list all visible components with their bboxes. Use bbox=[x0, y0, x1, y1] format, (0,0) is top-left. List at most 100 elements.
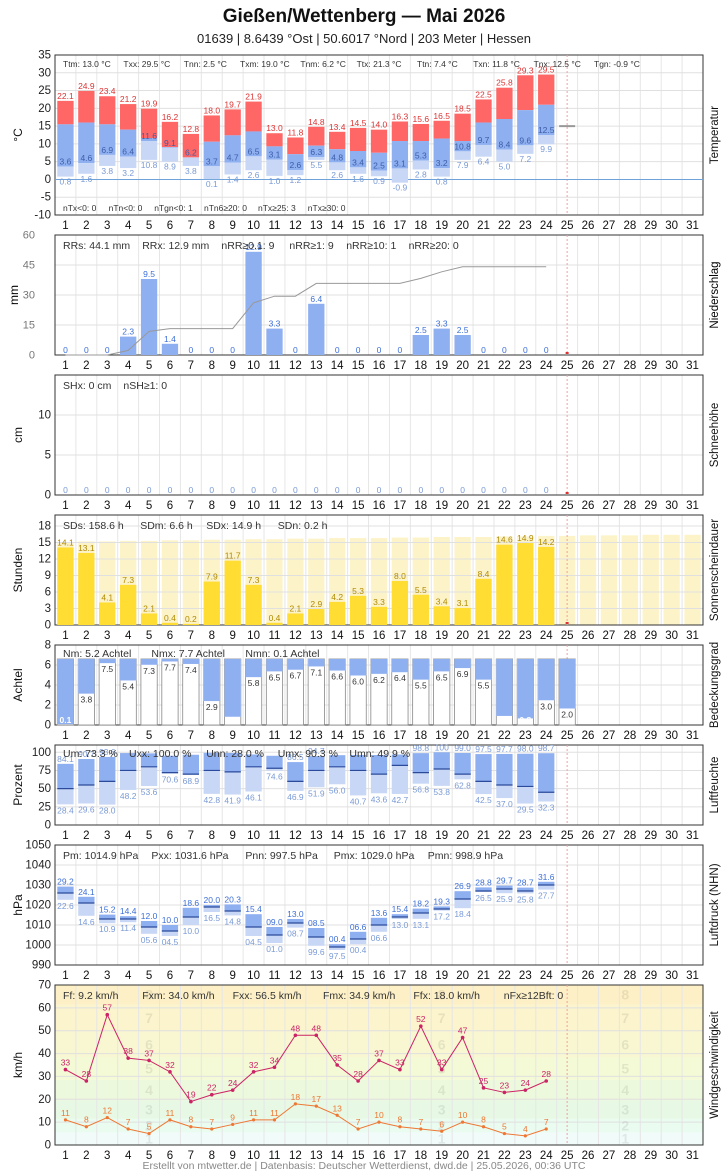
snow-label: 0 bbox=[523, 485, 528, 495]
tavg-label: 9.6 bbox=[519, 135, 531, 145]
stat-label: Tnn: 2.5 °C bbox=[184, 59, 227, 69]
humidity-upper-bar bbox=[308, 756, 325, 771]
gust-point bbox=[419, 1024, 423, 1028]
pressure-min-label: 10.9 bbox=[99, 924, 116, 934]
pressure-max-label: 29.2 bbox=[57, 877, 74, 887]
x-tick-label: 7 bbox=[188, 630, 194, 642]
sunshine-label: 14.2 bbox=[538, 537, 555, 547]
x-tick-label: 19 bbox=[435, 970, 448, 982]
tmin-bar bbox=[287, 170, 304, 176]
possible-sun-bar bbox=[161, 540, 179, 625]
mean-wind-label: 8 bbox=[481, 1115, 486, 1125]
pressure-max-label: 00.4 bbox=[329, 934, 346, 944]
x-tick-label: 8 bbox=[209, 970, 215, 982]
y-tick-label: 6 bbox=[45, 587, 51, 599]
beaufort-number: 3 bbox=[145, 1102, 153, 1118]
tmax-label: 23.4 bbox=[99, 86, 116, 96]
x-tick-label: 30 bbox=[665, 630, 678, 642]
x-tick-label: 2 bbox=[83, 730, 89, 742]
x-tick-label: 30 bbox=[665, 360, 678, 372]
x-tick-label: 29 bbox=[644, 1150, 657, 1162]
humidity-lower-bar bbox=[203, 770, 220, 794]
tmin-label: 2.6 bbox=[331, 170, 343, 180]
pressure-upper-bar bbox=[412, 908, 429, 913]
tmax-label: 24.9 bbox=[78, 81, 95, 91]
tavg-bar bbox=[161, 147, 179, 148]
pressure-max-label: 15.4 bbox=[392, 904, 409, 914]
y-tick-label: 0 bbox=[45, 1140, 51, 1152]
x-tick-label: 29 bbox=[644, 970, 657, 982]
cloud-bar bbox=[538, 659, 555, 701]
cloud-label: 7.4 bbox=[185, 665, 197, 675]
gust-point bbox=[168, 1070, 172, 1074]
pressure-lower-bar bbox=[287, 923, 304, 928]
x-tick-label: 22 bbox=[498, 1150, 511, 1162]
x-tick-label: 7 bbox=[188, 970, 194, 982]
pressure-lower-bar bbox=[454, 899, 471, 909]
tmin-bar bbox=[57, 166, 74, 177]
plot-frame bbox=[54, 984, 704, 1146]
humidity-lower-bar bbox=[287, 781, 304, 791]
x-tick-label: 26 bbox=[582, 630, 595, 642]
pressure-max-label: 18.2 bbox=[413, 899, 430, 909]
x-tick-label: 5 bbox=[146, 220, 152, 232]
y-tick-label: 1020 bbox=[25, 900, 51, 912]
pressure-upper-bar bbox=[99, 914, 116, 919]
mean-wind-point bbox=[502, 1131, 507, 1136]
pressure-lower-bar bbox=[329, 947, 346, 950]
x-tick-label: 20 bbox=[456, 730, 469, 742]
tavg-label: 9.7 bbox=[478, 135, 490, 145]
tmin-bar bbox=[412, 160, 429, 170]
gust-label: 22 bbox=[207, 1083, 217, 1093]
x-tick-label: 14 bbox=[331, 360, 344, 372]
y-tick-label: 70 bbox=[38, 980, 51, 992]
x-tick-label: 14 bbox=[331, 220, 344, 232]
gust-label: 47 bbox=[458, 1026, 468, 1036]
sunshine-bar bbox=[161, 622, 179, 625]
beaufort-number: 4 bbox=[438, 1082, 446, 1098]
cloud-bar bbox=[370, 659, 388, 674]
stat-label: Pnn: 997.5 hPa bbox=[245, 850, 318, 862]
tavg-bar bbox=[266, 146, 283, 160]
x-tick-label: 17 bbox=[394, 360, 407, 372]
y-tick-label: 10 bbox=[38, 138, 51, 150]
pressure-min-label: 22.6 bbox=[57, 901, 74, 911]
tmin-bar bbox=[517, 145, 534, 154]
x-tick-label: 5 bbox=[146, 830, 152, 842]
possible-sun-bar bbox=[621, 535, 638, 625]
tmax-label: 11.8 bbox=[287, 127, 303, 137]
x-tick-label: 23 bbox=[519, 500, 532, 512]
x-tick-label: 8 bbox=[209, 220, 215, 232]
mean-wind-point bbox=[251, 1118, 256, 1122]
mean-wind-point bbox=[105, 1115, 109, 1120]
x-tick-label: 21 bbox=[477, 970, 490, 982]
precip-bar bbox=[266, 328, 283, 355]
tmax-label: 22.1 bbox=[57, 91, 74, 101]
x-tick-label: 1 bbox=[62, 730, 68, 742]
tmin-label: 0.8 bbox=[436, 177, 448, 187]
cloud-label: 7.7 bbox=[164, 662, 176, 672]
humidity-lower-bar bbox=[433, 769, 450, 786]
y-tick-label: 0 bbox=[45, 490, 51, 502]
tavg-label: 4.8 bbox=[331, 152, 343, 162]
x-tick-label: 8 bbox=[209, 360, 215, 372]
x-tick-label: 25 bbox=[561, 630, 574, 642]
humidity-lower-bar bbox=[78, 785, 95, 804]
tmax-bar bbox=[120, 104, 137, 130]
tmax-bar bbox=[78, 90, 95, 123]
x-tick-label: 12 bbox=[289, 500, 302, 512]
pressure-max-label: 20.0 bbox=[204, 895, 221, 905]
x-tick-label: 1 bbox=[62, 970, 68, 982]
tmax-bar bbox=[538, 74, 555, 105]
pressure-lower-bar bbox=[224, 911, 241, 916]
gust-label: 52 bbox=[416, 1014, 426, 1024]
gust-point bbox=[314, 1033, 319, 1038]
humidity-max-label: 94.7 bbox=[308, 746, 325, 756]
snow-label: 0 bbox=[439, 485, 444, 495]
x-tick-label: 21 bbox=[477, 360, 490, 372]
x-tick-label: 23 bbox=[519, 730, 532, 742]
snow-label: 0 bbox=[293, 485, 298, 495]
mean-wind-label: 17 bbox=[312, 1094, 322, 1104]
